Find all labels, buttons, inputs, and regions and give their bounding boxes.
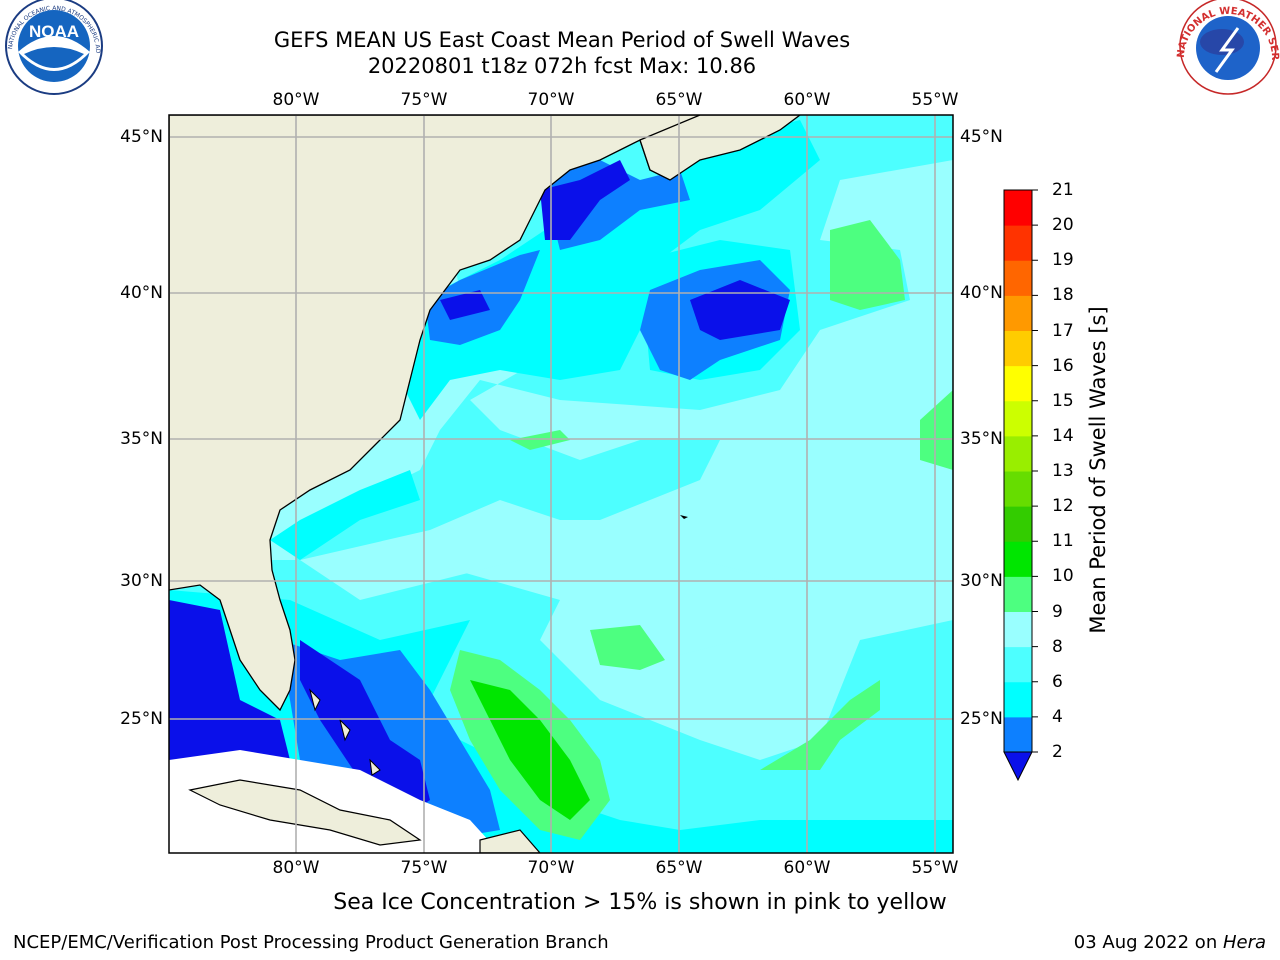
colorbar-segment xyxy=(1004,365,1032,402)
colorbar-segment xyxy=(1004,400,1032,437)
footer-credit: NCEP/EMC/Verification Post Processing Pr… xyxy=(13,932,609,953)
colorbar-segment xyxy=(1004,611,1032,648)
lat-label-left: 40°N xyxy=(120,283,163,303)
lat-label-right: 35°N xyxy=(960,429,1003,449)
colorbar-segment xyxy=(1004,541,1032,577)
colorbar-tick-label: 16 xyxy=(1052,355,1074,376)
lat-label-left: 45°N xyxy=(120,127,163,147)
colorbar-segment xyxy=(1004,225,1032,261)
colorbar-tick-label: 4 xyxy=(1052,706,1063,727)
lon-label-top: 55°W xyxy=(911,90,959,110)
colorbar-segment xyxy=(1004,471,1032,507)
colorbar-tick-label: 20 xyxy=(1052,215,1074,236)
colorbar-tick-label: 14 xyxy=(1052,425,1074,446)
colorbar xyxy=(1003,189,1038,782)
lon-label-top: 65°W xyxy=(655,90,703,110)
footer-date-text: 03 Aug 2022 on xyxy=(1073,932,1223,953)
lat-label-right: 25°N xyxy=(960,709,1003,729)
lon-label-bottom: 65°W xyxy=(655,858,703,878)
footer-date: 03 Aug 2022 on Hera xyxy=(1074,932,1266,953)
lon-label-bottom: 80°W xyxy=(272,858,320,878)
lon-label-bottom: 60°W xyxy=(783,858,831,878)
map-frame xyxy=(168,114,954,854)
lon-label-top: 75°W xyxy=(400,90,448,110)
colorbar-segment xyxy=(1004,435,1032,472)
noaa-logo: NOAA NATIONAL OCEANIC AND ATMOSPHERIC AD… xyxy=(0,0,103,95)
colorbar-tick-label: 9 xyxy=(1052,601,1063,622)
colorbar-tick-label: 17 xyxy=(1052,320,1074,341)
colorbar-tick-label: 12 xyxy=(1052,496,1074,517)
colorbar-tick-label: 18 xyxy=(1052,285,1074,306)
lat-label-right: 30°N xyxy=(960,571,1003,591)
lon-label-top: 60°W xyxy=(783,90,831,110)
colorbar-segment xyxy=(1004,190,1032,226)
colorbar-segment xyxy=(1004,295,1032,331)
colorbar-tick-label: 19 xyxy=(1052,250,1074,271)
lon-label-bottom: 75°W xyxy=(400,858,448,878)
map-plot xyxy=(169,115,953,853)
graticule xyxy=(169,115,953,853)
colorbar-tick-label: 15 xyxy=(1052,390,1074,411)
colorbar-tick-label: 10 xyxy=(1052,566,1074,587)
lon-label-top: 70°W xyxy=(527,90,575,110)
svg-text:NOAA: NOAA xyxy=(29,22,79,41)
colorbar-segment xyxy=(1004,506,1032,542)
lon-label-bottom: 55°W xyxy=(911,858,959,878)
colorbar-segment xyxy=(1004,681,1032,718)
lat-label-right: 40°N xyxy=(960,283,1003,303)
colorbar-tick-label: 21 xyxy=(1052,180,1074,200)
colorbar-segment xyxy=(1004,646,1032,683)
colorbar-tick-label: 6 xyxy=(1052,671,1063,692)
colorbar-title: Mean Period of Swell Waves [s] xyxy=(1086,306,1110,634)
colorbar-tick-label: 13 xyxy=(1052,461,1074,481)
map-title: GEFS MEAN US East Coast Mean Period of S… xyxy=(273,28,851,52)
colorbar-extend-arrow xyxy=(1003,751,1033,782)
colorbar-tick-label: 8 xyxy=(1052,636,1063,657)
lat-label-left: 35°N xyxy=(120,429,163,449)
lon-label-top: 80°W xyxy=(272,90,320,110)
lat-label-left: 25°N xyxy=(120,709,163,729)
lon-label-bottom: 70°W xyxy=(527,858,575,878)
colorbar-tick-label: 2 xyxy=(1052,742,1063,762)
footer-host: Hera xyxy=(1222,932,1266,953)
colorbar-segment xyxy=(1004,716,1032,753)
colorbar-tick-label: 11 xyxy=(1052,531,1074,552)
colorbar-segment xyxy=(1004,260,1032,296)
lat-label-right: 45°N xyxy=(960,127,1003,147)
map-subtitle: 20220801 t18z 072h fcst Max: 10.86 xyxy=(367,54,757,78)
colorbar-segment xyxy=(1004,576,1032,612)
colorbar-segment xyxy=(1004,330,1032,367)
sea-ice-caption: Sea Ice Concentration > 15% is shown in … xyxy=(333,890,947,915)
lat-label-left: 30°N xyxy=(120,571,163,591)
